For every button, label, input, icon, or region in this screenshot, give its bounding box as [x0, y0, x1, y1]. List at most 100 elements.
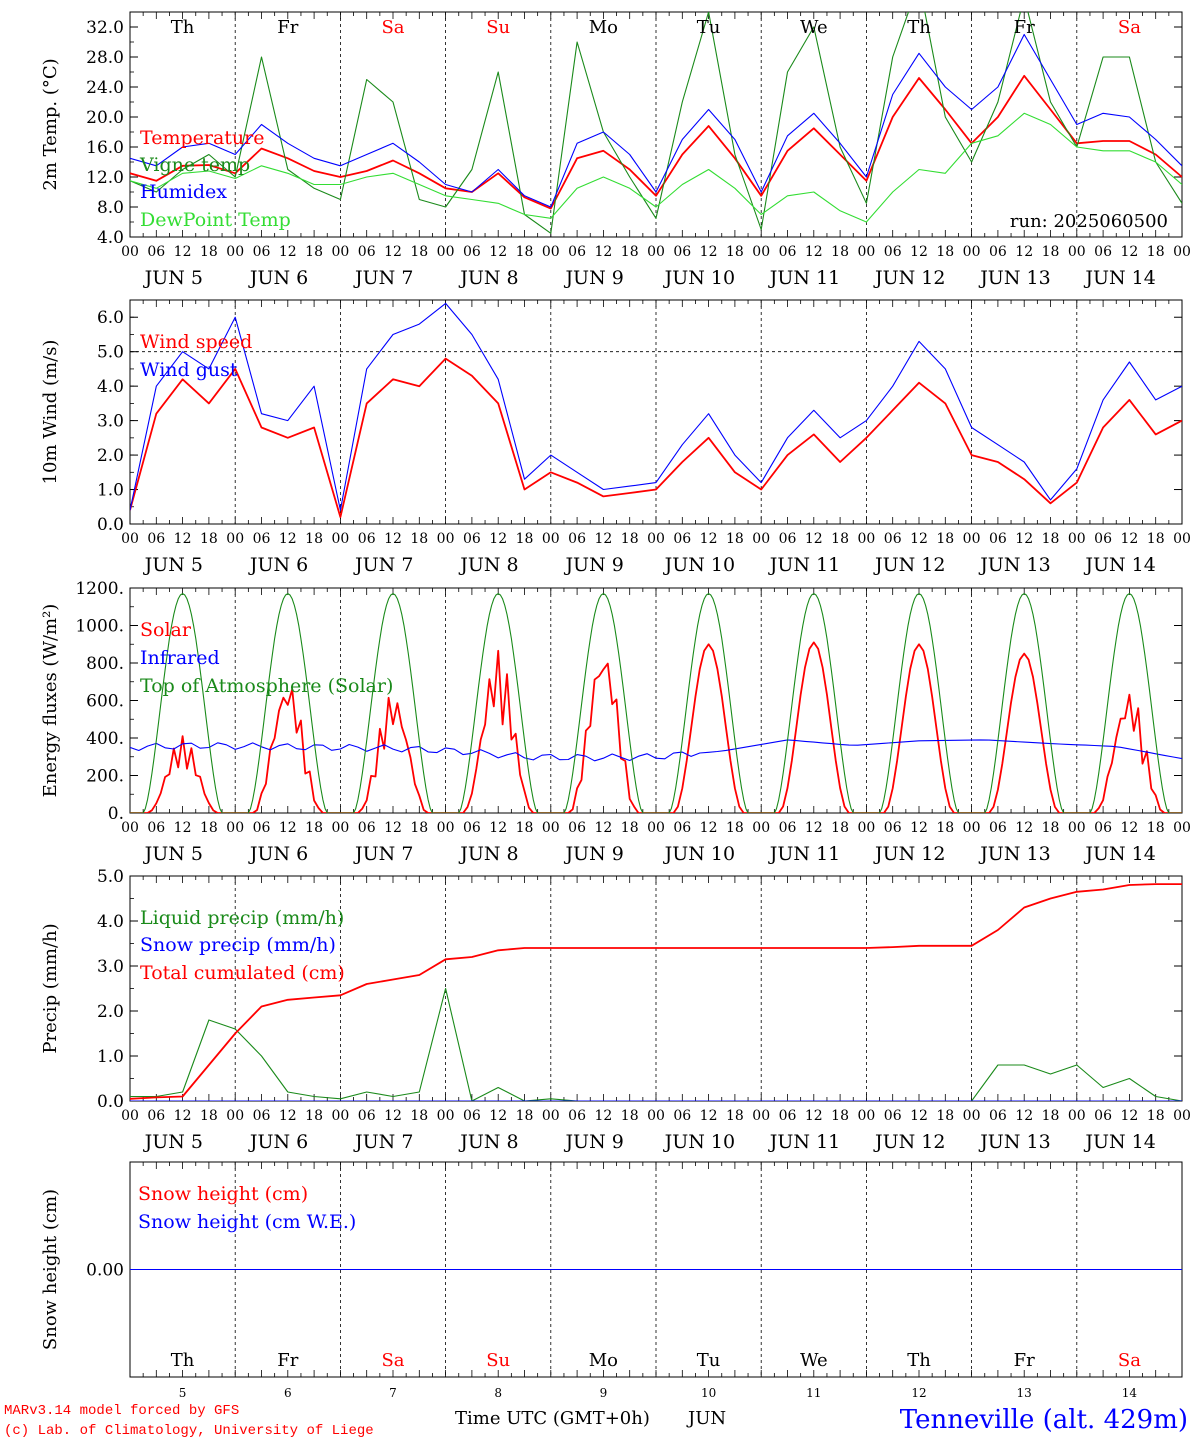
hour-label: 18	[305, 820, 323, 836]
hour-label: 06	[673, 244, 691, 260]
hour-label: 00	[752, 244, 770, 260]
day-name-bottom: Fr	[1014, 1350, 1035, 1371]
hour-label: 00	[437, 244, 455, 260]
hour-label: 00	[1173, 531, 1191, 547]
hour-label: 18	[305, 244, 323, 260]
day-name-top: We	[800, 17, 828, 38]
date-label: JUN 12	[873, 267, 945, 289]
hour-label: 12	[384, 531, 402, 547]
hour-label: 12	[174, 1108, 192, 1124]
hour-label: 12	[1120, 244, 1138, 260]
plot-area	[130, 12, 1182, 234]
hour-label: 00	[331, 820, 349, 836]
y-tick-label: 0.0	[97, 1092, 124, 1112]
hour-label: 12	[805, 531, 823, 547]
hour-label: 06	[884, 1108, 902, 1124]
hour-label: 18	[516, 1108, 534, 1124]
y-tick-label: 0.	[108, 804, 124, 824]
hour-label: 00	[437, 1108, 455, 1124]
day-name-bottom: Mo	[589, 1350, 618, 1371]
hour-label: 00	[121, 1108, 139, 1124]
hour-label: 06	[147, 820, 165, 836]
hour-label: 06	[147, 1108, 165, 1124]
panel-1: 4.0 8.0 12.0 16.0 20.0 24.0 28.0 32.0 2m Temp. (…	[40, 11, 1191, 289]
hour-label: 12	[910, 531, 928, 547]
day-name-top: Sa	[381, 17, 404, 38]
hour-label: 06	[253, 531, 271, 547]
hour-label: 00	[121, 820, 139, 836]
hour-label: 00	[331, 244, 349, 260]
hour-label: 06	[1094, 820, 1112, 836]
hour-label: 18	[1042, 820, 1060, 836]
date-label: JUN 11	[768, 843, 840, 865]
hour-label: 12	[700, 1108, 718, 1124]
hour-label: 12	[174, 820, 192, 836]
legend-label: Vigne temp	[139, 154, 250, 176]
hour-label: 06	[779, 531, 797, 547]
day-name-bottom: Sa	[381, 1350, 404, 1371]
date-label: JUN 9	[563, 1131, 623, 1153]
date-label: JUN 14	[1083, 554, 1155, 576]
y-tick-label: 1200.	[75, 579, 124, 599]
hour-label: 00	[857, 531, 875, 547]
day-name-top: Mo	[589, 17, 618, 38]
hour-label: 18	[305, 531, 323, 547]
hour-label: 00	[1068, 244, 1086, 260]
hour-label: 00	[963, 244, 981, 260]
hour-label: 00	[226, 820, 244, 836]
date-label: JUN 12	[873, 554, 945, 576]
date-label: JUN 10	[663, 1131, 735, 1153]
hour-label: 12	[1015, 244, 1033, 260]
hour-label: 12	[910, 244, 928, 260]
y-tick-label: 2.0	[97, 446, 124, 466]
day-name-top: Fr	[1014, 17, 1035, 38]
hour-label: 00	[226, 244, 244, 260]
day-name-top: Th	[171, 17, 195, 38]
day-number: 11	[806, 1386, 821, 1400]
legend-label: DewPoint Temp	[140, 209, 291, 231]
hour-label: 18	[1147, 244, 1165, 260]
hour-label: 00	[121, 531, 139, 547]
y-axis-label: 2m Temp. (°C)	[40, 58, 61, 190]
date-label: JUN 7	[353, 554, 413, 576]
hour-label: 12	[700, 244, 718, 260]
hour-label: 18	[726, 1108, 744, 1124]
hour-label: 00	[963, 1108, 981, 1124]
y-tick-label: 0.00	[86, 1261, 124, 1281]
y-tick-label: 20.0	[86, 108, 124, 128]
legend-label: Snow precip (mm/h)	[140, 934, 336, 956]
hour-label: 00	[1173, 1108, 1191, 1124]
day-name-top: Tu	[697, 17, 721, 38]
hour-label: 06	[147, 531, 165, 547]
y-tick-label: 2.0	[97, 1002, 124, 1022]
hour-label: 06	[673, 1108, 691, 1124]
hour-label: 00	[963, 820, 981, 836]
legend-label: Total cumulated (cm)	[140, 962, 345, 984]
run-annotation: run: 2025060500	[1010, 211, 1168, 232]
hour-label: 18	[621, 1108, 639, 1124]
hour-label: 00	[647, 531, 665, 547]
y-tick-label: 4.0	[97, 228, 124, 248]
hour-label: 12	[910, 1108, 928, 1124]
hour-label: 00	[331, 1108, 349, 1124]
series-line-wind-speed	[130, 357, 1182, 518]
hour-label: 18	[936, 531, 954, 547]
legend-label: Solar	[140, 619, 192, 641]
series-line-dewpoint-temp	[130, 112, 1182, 223]
hour-label: 18	[516, 820, 534, 836]
hour-label: 18	[200, 1108, 218, 1124]
y-tick-label: 400.	[86, 729, 124, 749]
hour-label: 12	[279, 1108, 297, 1124]
legend-label: Wind speed	[140, 331, 252, 353]
hour-label: 12	[594, 531, 612, 547]
hour-label: 12	[174, 531, 192, 547]
series-line-top-of-atmosphere-solar-	[130, 593, 1182, 813]
hour-label: 18	[621, 244, 639, 260]
hour-label: 18	[1147, 820, 1165, 836]
y-tick-label: 3.0	[97, 957, 124, 977]
day-name-bottom: Tu	[697, 1350, 721, 1371]
hour-label: 00	[331, 531, 349, 547]
legend-label: Infrared	[140, 647, 220, 669]
hour-label: 18	[1042, 531, 1060, 547]
footer-lab: (c) Lab. of Climatology, University of L…	[4, 1423, 374, 1439]
